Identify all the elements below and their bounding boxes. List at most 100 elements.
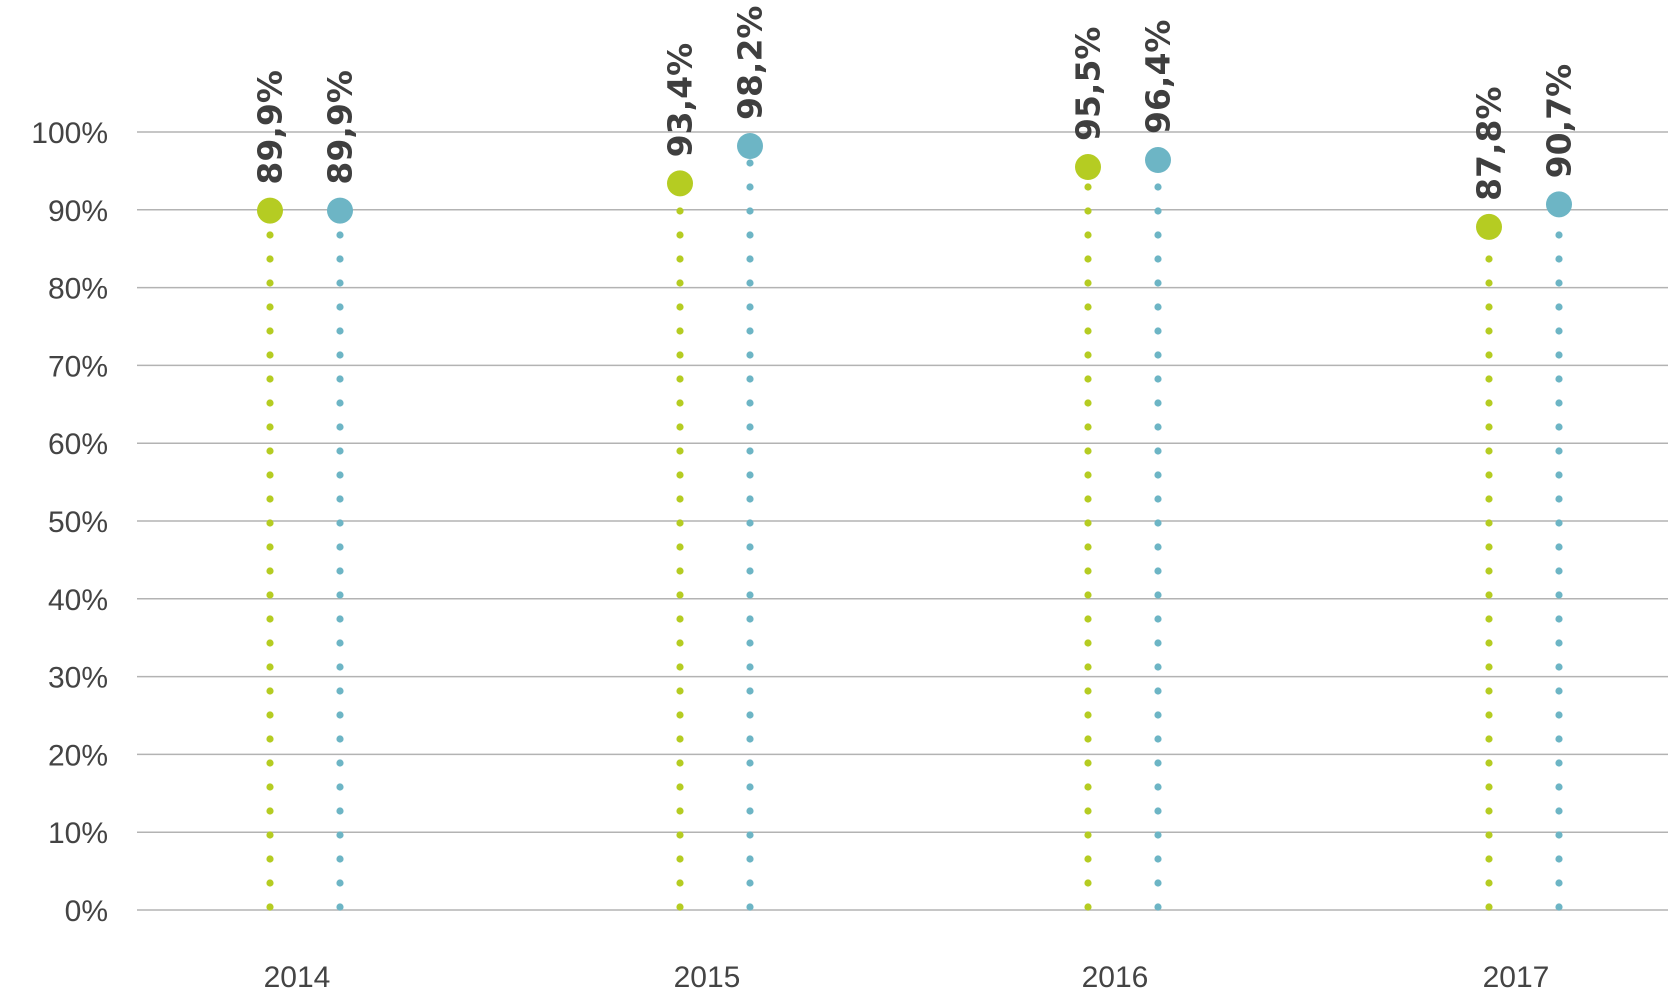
stem-dot	[746, 735, 754, 743]
stem-dot	[1084, 543, 1092, 551]
stem-dot	[1485, 831, 1493, 839]
stem-dot	[1084, 591, 1092, 599]
stem-dot	[266, 639, 274, 647]
stem-dot	[1084, 423, 1092, 431]
stem-dot	[1485, 399, 1493, 407]
stem-dot	[1485, 327, 1493, 335]
data-label: 95,5%	[1069, 27, 1108, 142]
stem-dot	[1154, 519, 1162, 527]
stem-dot	[336, 639, 344, 647]
stem-dot	[1555, 375, 1563, 383]
stem-dot	[266, 615, 274, 623]
stem-dot	[1485, 543, 1493, 551]
stem-dot	[1084, 735, 1092, 743]
stem-dot	[676, 231, 684, 239]
stem-dot	[266, 255, 274, 263]
stem-dot	[746, 423, 754, 431]
stem-dot	[266, 759, 274, 767]
stem-dot	[1154, 687, 1162, 695]
stem-dot	[676, 255, 684, 263]
stem-dot	[336, 231, 344, 239]
stem-dot	[1485, 759, 1493, 767]
stem-dot	[336, 447, 344, 455]
stem-dot	[336, 567, 344, 575]
stem-dot	[746, 591, 754, 599]
stem-dot	[676, 375, 684, 383]
stem-dot	[336, 663, 344, 671]
stem-dot	[1154, 639, 1162, 647]
stem-dot	[1485, 735, 1493, 743]
stem-dot	[1485, 663, 1493, 671]
stem-dot	[1084, 567, 1092, 575]
stem-dot	[1485, 351, 1493, 359]
stem-dot	[1084, 471, 1092, 479]
stem-dot	[1084, 351, 1092, 359]
stem-dot	[266, 279, 274, 287]
stem-dot	[336, 279, 344, 287]
stem-dot	[266, 735, 274, 743]
stem-dot	[266, 375, 274, 383]
stem-dot	[676, 327, 684, 335]
stem-dot	[336, 375, 344, 383]
stem-dot	[1154, 495, 1162, 503]
dotted-stems	[266, 159, 1563, 911]
stem-dot	[1154, 423, 1162, 431]
stem-dot	[1485, 639, 1493, 647]
stem-dot	[1084, 687, 1092, 695]
stem-dot	[1084, 375, 1092, 383]
stem-dot	[336, 399, 344, 407]
stem-dot	[746, 351, 754, 359]
stem-dot	[746, 327, 754, 335]
stem-dot	[266, 783, 274, 791]
stem-dot	[1555, 279, 1563, 287]
stem-dot	[1555, 471, 1563, 479]
stem-dot	[1555, 591, 1563, 599]
stem-dot	[746, 231, 754, 239]
stem-dot	[1084, 783, 1092, 791]
stem-dot	[1485, 855, 1493, 863]
stem-dot	[1084, 279, 1092, 287]
stem-dot	[336, 495, 344, 503]
stem-dot	[266, 543, 274, 551]
data-label: 87,8%	[1470, 86, 1509, 201]
stem-dot	[336, 351, 344, 359]
stem-dot	[1485, 567, 1493, 575]
stem-dot	[1154, 615, 1162, 623]
x-category-label: 2017	[1483, 961, 1550, 994]
stem-dot	[1084, 903, 1092, 911]
stem-dot	[1084, 639, 1092, 647]
stem-dot	[1084, 495, 1092, 503]
stem-dot	[1555, 759, 1563, 767]
stem-dot	[1485, 807, 1493, 815]
stem-dot	[1084, 519, 1092, 527]
stem-dot	[676, 903, 684, 911]
stem-dot	[676, 519, 684, 527]
stem-dot	[1485, 375, 1493, 383]
stem-dot	[266, 831, 274, 839]
stem-dot	[336, 831, 344, 839]
y-tick-label: 30%	[48, 662, 108, 695]
stem-dot	[676, 807, 684, 815]
stem-dot	[1485, 471, 1493, 479]
stem-dot	[746, 495, 754, 503]
stem-dot	[336, 759, 344, 767]
stem-dot	[676, 783, 684, 791]
stem-dot	[1485, 711, 1493, 719]
data-label: 98,2%	[731, 6, 770, 121]
data-labels: 89,9% 93,4% 95,5% 87,8% 89,9% 98,2% 96,4% 90,7%	[251, 6, 1579, 201]
stem-dot	[746, 207, 754, 215]
stem-dot	[676, 423, 684, 431]
stem-dot	[676, 351, 684, 359]
stem-dot	[1485, 615, 1493, 623]
y-tick-label: 50%	[48, 506, 108, 539]
stem-dot	[1555, 831, 1563, 839]
stem-dot	[266, 903, 274, 911]
stem-dot	[1485, 519, 1493, 527]
stem-dot	[676, 879, 684, 887]
stem-dot	[336, 903, 344, 911]
stem-dot	[266, 423, 274, 431]
stem-dot	[676, 639, 684, 647]
stem-dot	[266, 855, 274, 863]
stem-dot	[1084, 855, 1092, 863]
stem-dot	[1555, 615, 1563, 623]
